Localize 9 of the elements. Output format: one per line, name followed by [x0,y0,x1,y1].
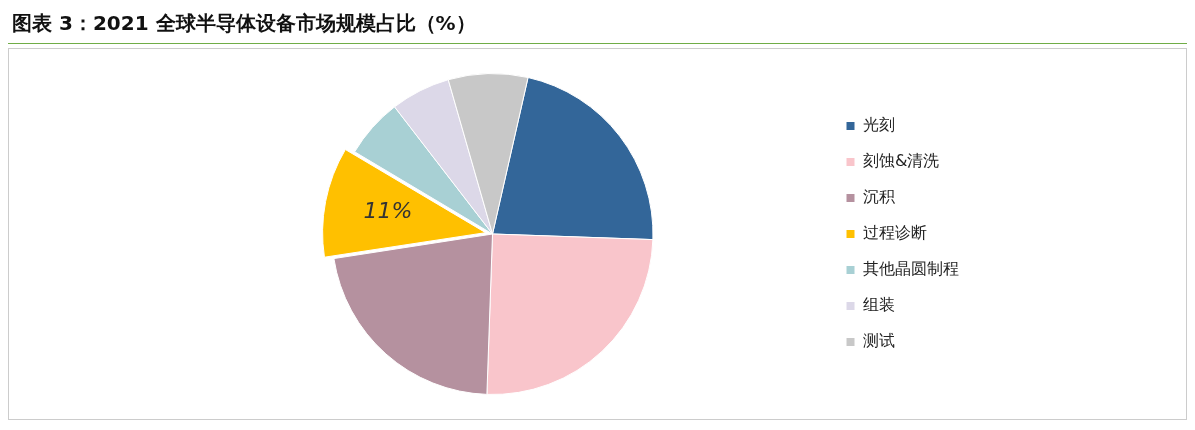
legend-label: 测试 [863,331,895,351]
legend-label: 刻蚀&清洗 [863,151,940,171]
legend-label: 光刻 [863,115,895,135]
legend-label: 沉积 [863,187,895,207]
data-label: 11% [363,197,413,223]
legend-label: 其他晶圆制程 [863,259,959,279]
chart-title: 图表 3：2021 全球半导体设备市场规模占比（%） [8,8,1187,44]
legend-label: 过程诊断 [863,223,927,243]
legend-label: 组装 [863,295,895,315]
